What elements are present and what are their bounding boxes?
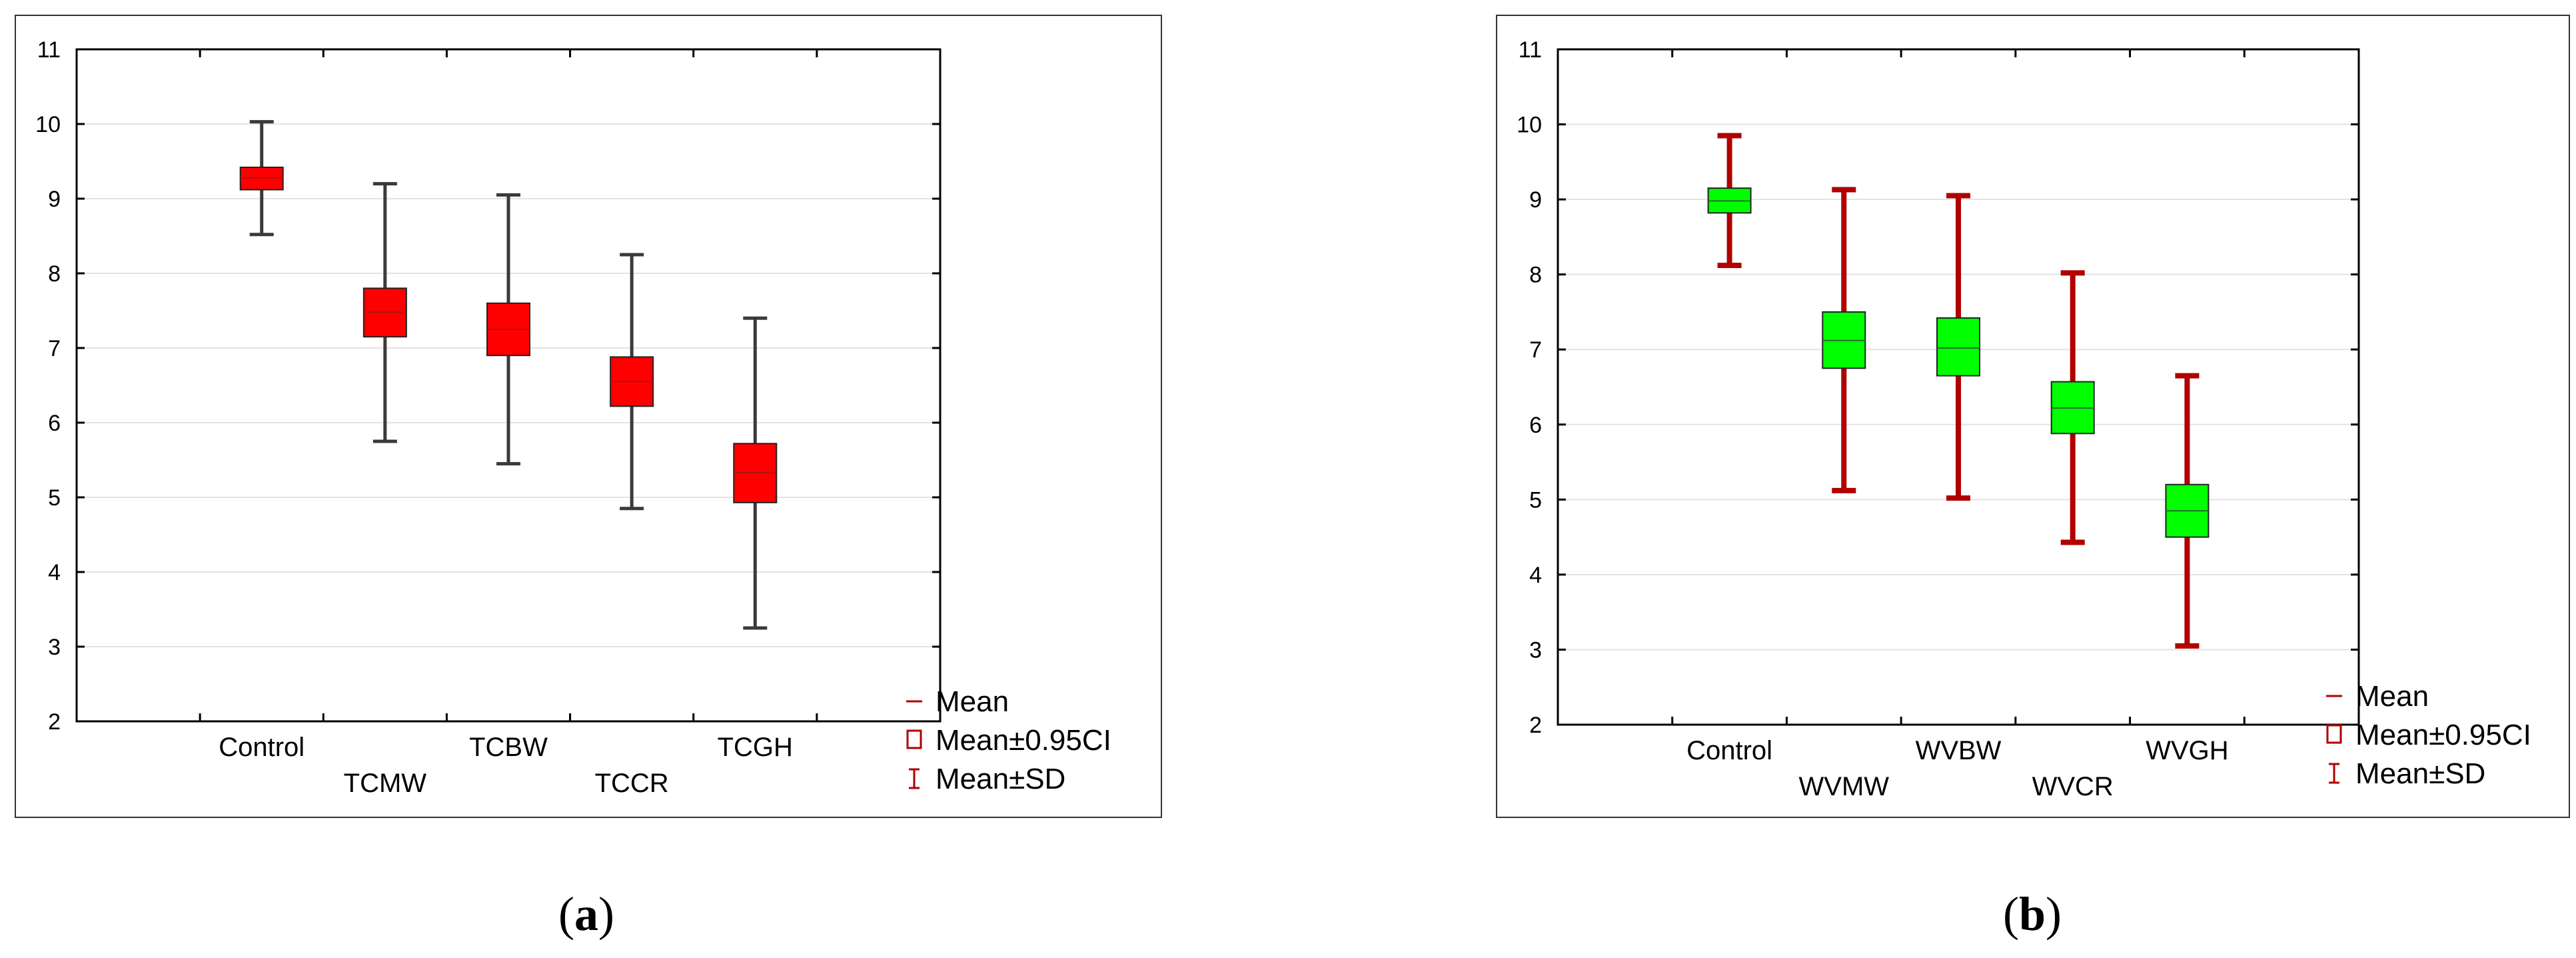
x-category-label: TCBW bbox=[469, 733, 548, 762]
y-tick-label: 11 bbox=[37, 37, 61, 63]
y-tick-label: 10 bbox=[35, 112, 61, 137]
legend-ci-icon bbox=[2326, 724, 2342, 744]
x-category-label: TCCR bbox=[595, 769, 669, 798]
y-tick-label: 10 bbox=[1517, 113, 1542, 138]
x-category-label: TCGH bbox=[718, 733, 793, 762]
y-tick-label: 9 bbox=[1529, 187, 1542, 213]
legend-ci-label: Mean±0.95CI bbox=[2355, 719, 2531, 751]
y-tick-label: 2 bbox=[48, 709, 61, 735]
y-tick-label: 4 bbox=[48, 560, 61, 585]
x-category-label: WVCR bbox=[2032, 772, 2114, 801]
y-tick-label: 7 bbox=[1529, 337, 1542, 363]
y-tick-label: 9 bbox=[48, 187, 61, 212]
legend-sd-label: Mean±SD bbox=[2355, 757, 2485, 790]
caption-a: (a) bbox=[558, 887, 614, 941]
legend-ci-icon bbox=[906, 729, 922, 749]
legend-sd-label: Mean±SD bbox=[936, 763, 1065, 795]
y-tick-label: 2 bbox=[1529, 713, 1542, 738]
y-tick-label: 3 bbox=[48, 635, 61, 660]
y-tick-label: 11 bbox=[1519, 37, 1542, 63]
x-category-label: Control bbox=[1686, 736, 1772, 765]
chart-a: 2 3 4 5 6 7 8 9 10 11 Control TCMW TCBW TCCR TCGH Mean M… bbox=[35, 37, 1111, 798]
ci-box-control bbox=[239, 166, 284, 191]
legend-mean-label: Mean bbox=[936, 685, 1009, 718]
y-tick-label: 5 bbox=[1529, 487, 1542, 513]
panel-b-frame bbox=[1496, 15, 2570, 818]
x-category-label: WVGH bbox=[2146, 736, 2228, 765]
x-category-label: WVBW bbox=[1916, 736, 2002, 765]
y-tick-label: 4 bbox=[1529, 563, 1542, 588]
plot-area-border bbox=[1557, 48, 2360, 726]
legend-mean-label: Mean bbox=[2355, 680, 2429, 713]
chart-b: 2 3 4 5 6 7 8 9 10 11 Control WVMW WVBW WVCR WVGH Mean M… bbox=[1517, 37, 2531, 801]
y-tick-label: 6 bbox=[1529, 413, 1542, 438]
panel-a-frame bbox=[15, 15, 1162, 818]
legend-ci-label: Mean±0.95CI bbox=[936, 724, 1111, 757]
x-category-label: WVMW bbox=[1799, 772, 1890, 801]
y-tick-label: 8 bbox=[1529, 263, 1542, 288]
ci-box-wvbw bbox=[1936, 317, 1980, 377]
y-tick-label: 6 bbox=[48, 411, 61, 436]
caption-b: (b) bbox=[2002, 887, 2062, 941]
x-category-label: TCMW bbox=[344, 769, 427, 798]
x-category-label: Control bbox=[219, 733, 305, 762]
y-tick-label: 5 bbox=[48, 485, 61, 511]
y-tick-label: 3 bbox=[1529, 637, 1542, 663]
y-tick-label: 8 bbox=[48, 261, 61, 287]
y-tick-label: 7 bbox=[48, 336, 61, 361]
plot-area-border bbox=[75, 48, 942, 723]
